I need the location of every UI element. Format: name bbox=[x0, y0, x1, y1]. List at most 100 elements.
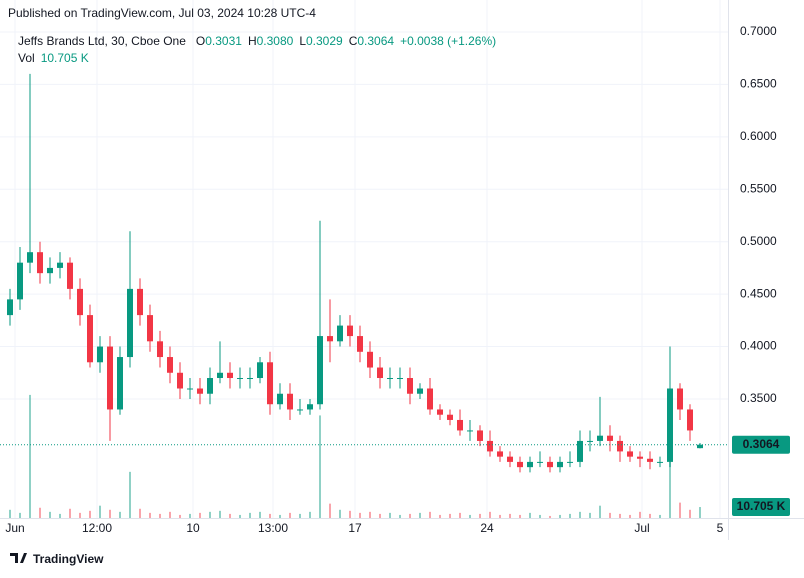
candle-body bbox=[597, 435, 603, 441]
volume-bar bbox=[419, 512, 421, 518]
candle-body bbox=[427, 388, 433, 410]
y-tick-label: 0.3500 bbox=[740, 391, 777, 405]
volume-bar bbox=[449, 513, 451, 518]
candle-body bbox=[497, 451, 503, 457]
volume-bar bbox=[629, 514, 631, 518]
candle-body bbox=[337, 325, 343, 342]
candle-body bbox=[157, 341, 163, 358]
x-tick-label: 24 bbox=[480, 521, 494, 535]
candle-body bbox=[357, 336, 363, 352]
candle-body bbox=[437, 409, 443, 415]
candle-body bbox=[197, 388, 203, 394]
candle-body bbox=[277, 393, 283, 405]
candle-body bbox=[637, 456, 643, 459]
volume-bar bbox=[659, 514, 661, 518]
candle-body bbox=[97, 346, 103, 363]
volume-bar bbox=[519, 514, 521, 518]
volume-bar bbox=[569, 513, 571, 518]
legend-volume-value: 10.705 K bbox=[41, 51, 89, 65]
candle-body bbox=[377, 367, 383, 379]
volume-bar bbox=[609, 512, 611, 518]
volume-bar bbox=[489, 511, 491, 518]
x-tick-label: 13:00 bbox=[258, 521, 288, 535]
candle-body bbox=[67, 262, 73, 289]
y-tick-label: 0.6000 bbox=[740, 129, 777, 143]
candle-body bbox=[167, 357, 173, 373]
legend-field-value: 0.3029 bbox=[306, 34, 343, 48]
volume-bar bbox=[119, 511, 121, 518]
candle-body bbox=[657, 461, 663, 463]
candle-body bbox=[317, 336, 323, 405]
candle-body bbox=[17, 262, 23, 300]
volume-bar bbox=[349, 510, 351, 518]
y-tick-label: 0.7000 bbox=[740, 24, 777, 38]
candle-body bbox=[7, 299, 13, 316]
y-tick-label: 0.4000 bbox=[740, 339, 777, 353]
x-tick-label: Jul bbox=[634, 521, 649, 535]
volume-bar bbox=[209, 511, 211, 518]
volume-bar bbox=[589, 512, 591, 518]
volume-bar bbox=[149, 512, 151, 518]
legend-volume-label: Vol bbox=[18, 51, 35, 65]
volume-bar bbox=[699, 507, 701, 518]
volume-bar bbox=[19, 512, 21, 518]
volume-bar bbox=[509, 513, 511, 518]
volume-bar bbox=[669, 461, 671, 518]
legend-field-value: 0.3064 bbox=[357, 34, 394, 48]
volume-bar bbox=[239, 514, 241, 518]
candle-body bbox=[217, 372, 223, 379]
volume-bar bbox=[29, 394, 31, 518]
candle-body bbox=[257, 362, 263, 379]
y-tick-label: 0.6500 bbox=[740, 77, 777, 91]
candle-body bbox=[237, 378, 243, 380]
legend-field-value: 0.3080 bbox=[257, 34, 294, 48]
candle-body bbox=[57, 262, 63, 268]
volume-bar bbox=[279, 514, 281, 518]
candle-body bbox=[227, 372, 233, 379]
volume-bar bbox=[259, 511, 261, 518]
volume-bar bbox=[139, 508, 141, 518]
candle-body bbox=[677, 388, 683, 410]
volume-bar bbox=[289, 512, 291, 518]
volume-bar bbox=[499, 514, 501, 518]
price-label: 0.3064 bbox=[743, 437, 780, 451]
candle-body bbox=[537, 461, 543, 463]
volume-bar bbox=[539, 514, 541, 518]
candle-body bbox=[87, 315, 93, 363]
candle-body bbox=[77, 288, 83, 316]
legend-change: +0.0038 (+1.26%) bbox=[400, 34, 496, 48]
candle-body bbox=[327, 336, 333, 342]
candle-body bbox=[547, 461, 553, 468]
volume-bar bbox=[129, 471, 131, 518]
candle-body bbox=[367, 351, 373, 368]
x-tick-label: Jun bbox=[5, 521, 24, 535]
candle-body bbox=[387, 378, 393, 380]
volume-bar bbox=[229, 513, 231, 518]
candle-body bbox=[397, 378, 403, 380]
candle-body bbox=[667, 388, 673, 462]
volume-bar bbox=[559, 514, 561, 518]
published-note: Published on TradingView.com, Jul 03, 20… bbox=[8, 6, 316, 20]
volume-bar bbox=[299, 513, 301, 518]
volume-bar bbox=[39, 507, 41, 518]
candle-body bbox=[297, 409, 303, 411]
candle-body bbox=[207, 378, 213, 394]
volume-bar bbox=[689, 509, 691, 518]
volume-bar bbox=[409, 513, 411, 518]
volume-bar bbox=[9, 509, 11, 518]
x-tick-label: 5 bbox=[717, 521, 724, 535]
candle-body bbox=[117, 357, 123, 410]
volume-bar bbox=[219, 510, 221, 518]
x-tick-label: 17 bbox=[348, 521, 362, 535]
candle-body bbox=[417, 388, 423, 394]
candle-body bbox=[527, 461, 533, 468]
volume-label-box bbox=[732, 498, 790, 517]
volume-bar bbox=[389, 512, 391, 518]
candle-body bbox=[687, 409, 693, 431]
volume-bar bbox=[339, 509, 341, 518]
volume-bar bbox=[379, 513, 381, 518]
volume-bar bbox=[169, 511, 171, 518]
candle-body bbox=[347, 325, 353, 337]
y-tick-label: 0.4500 bbox=[740, 286, 777, 300]
volume-bar bbox=[319, 415, 321, 518]
